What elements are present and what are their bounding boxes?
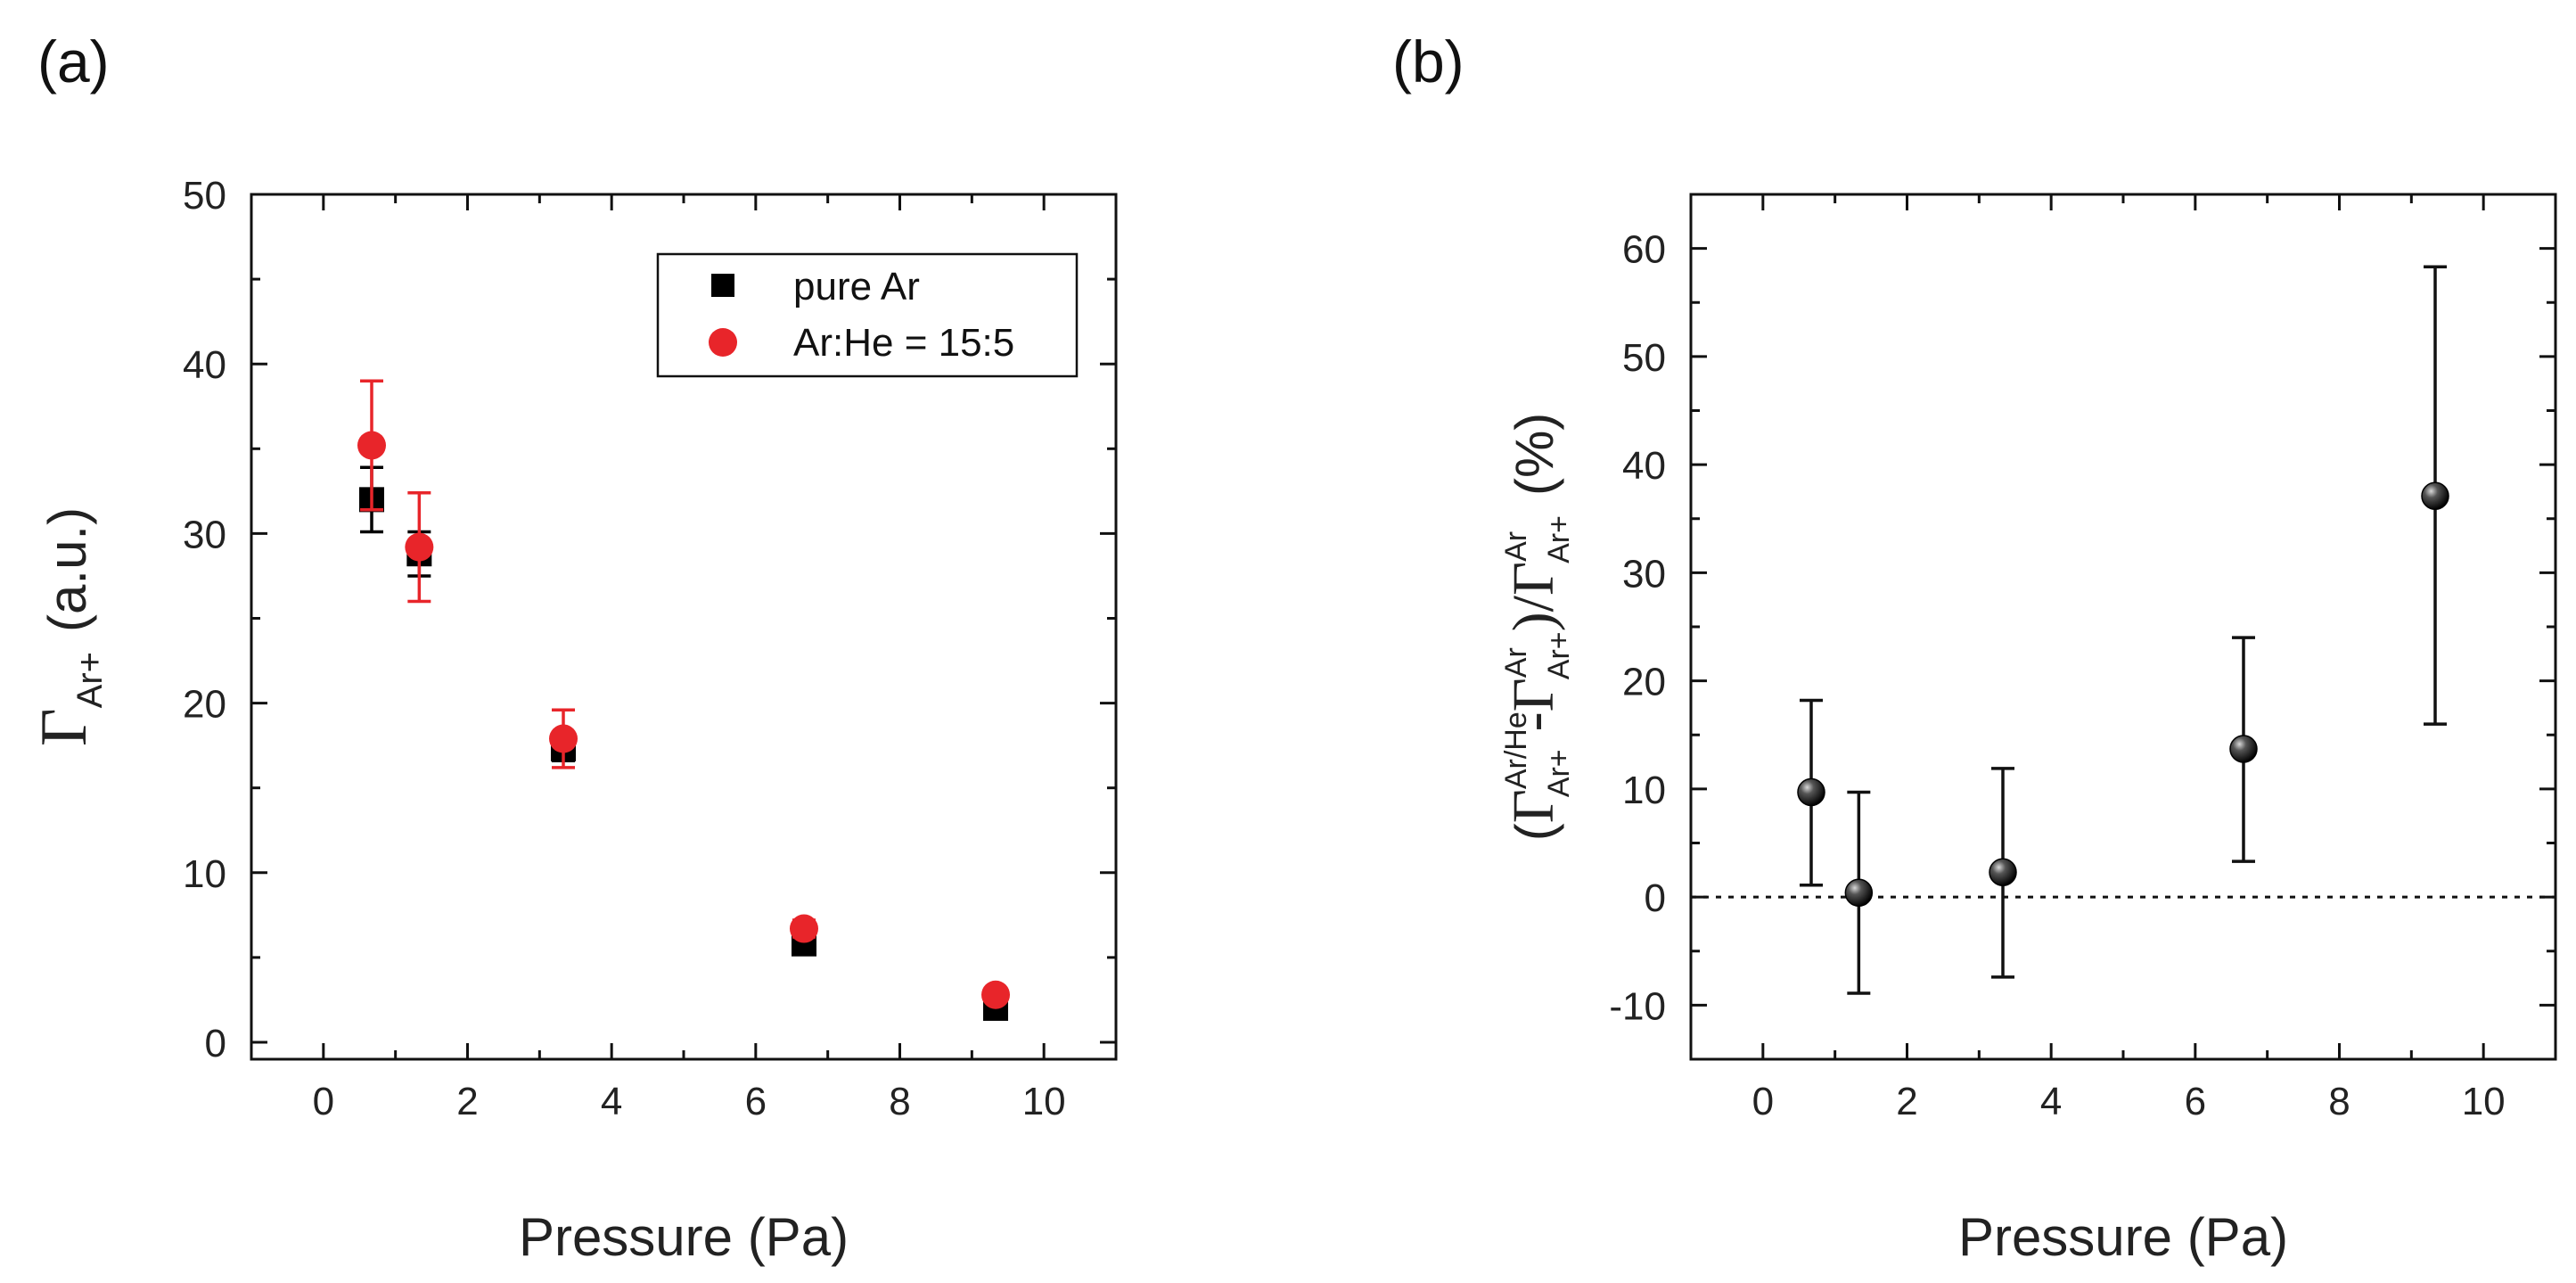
y-tick-label-a: 40 <box>183 343 226 387</box>
plot-frame-b <box>1689 193 2557 1061</box>
axes-a: 0 2 4 6 8 10 0 10 20 30 40 50 <box>183 174 1118 1123</box>
x-tick-label-a: 6 <box>745 1080 767 1123</box>
data-point-relative-diff <box>1989 858 2017 886</box>
legend-label-pure-ar: pure Ar <box>793 265 920 308</box>
data-point-relative-diff <box>2421 481 2449 511</box>
x-tick-label-a: 8 <box>889 1080 910 1123</box>
y-title-a-unit: (a.u.) <box>37 507 97 632</box>
chart-panel-b: (b) 0 2 4 6 8 10 -10 0 10 20 30 40 50 60 Pressure (Pa… <box>1392 29 2557 1267</box>
y-title-a-symbol: Γ <box>28 708 101 746</box>
y-tick-label-b: 0 <box>1645 876 1666 920</box>
y-axis-title-a: ΓAr+ (a.u.) <box>28 507 110 746</box>
data-point-relative-diff <box>1844 878 1874 908</box>
y-title-b-sup1: Ar/He <box>1499 711 1533 789</box>
axes-b: 0 2 4 6 8 10 -10 0 10 20 30 40 50 60 <box>1609 193 2557 1123</box>
y-tick-label-a: 0 <box>205 1022 226 1065</box>
y-tick-label-a: 50 <box>183 174 226 218</box>
y-tick-label-b: 40 <box>1622 444 1666 488</box>
y-axis-title-b: (ΓAr/He Ar+-ΓAr Ar+)/ΓAr Ar+(%) <box>1499 413 1576 842</box>
data-point-relative-diff <box>2229 735 2258 763</box>
x-tick-label-a: 4 <box>601 1080 622 1123</box>
y-title-b-unit: (%) <box>1505 413 1564 496</box>
y-title-b-sup2: Ar <box>1499 647 1533 678</box>
plot-area-b <box>1691 265 2555 995</box>
y-title-b-close: )/Γ <box>1501 562 1566 631</box>
y-title-b-gamma1: Γ <box>1501 789 1566 823</box>
y-tick-label-b: 50 <box>1622 336 1666 380</box>
y-tick-label-b: 20 <box>1622 661 1666 704</box>
plot-area-a <box>357 379 1011 1021</box>
x-tick-label-b: 10 <box>2462 1080 2506 1123</box>
y-title-b-mid: -Γ <box>1501 678 1566 731</box>
legend-a: pure Ar Ar:He = 15:5 <box>656 252 1079 378</box>
x-tick-label-b: 6 <box>2185 1080 2206 1123</box>
y-tick-label-b: 60 <box>1622 228 1666 272</box>
y-tick-label-a: 10 <box>183 852 226 896</box>
x-tick-label-b: 0 <box>1752 1080 1774 1123</box>
legend-marker-square <box>711 274 734 297</box>
y-tick-label-b: 10 <box>1622 769 1666 812</box>
panel-label-a: (a) <box>37 29 110 95</box>
data-point-ar-he <box>789 914 818 943</box>
y-title-b-sub1: Ar+ <box>1542 749 1576 797</box>
x-tick-label-b: 4 <box>2040 1080 2062 1123</box>
x-tick-label-a: 0 <box>313 1080 334 1123</box>
x-axis-title-b: Pressure (Pa) <box>1958 1207 2288 1267</box>
x-tick-label-a: 2 <box>456 1080 478 1123</box>
y-title-b-sub2: Ar+ <box>1542 631 1576 679</box>
data-point-relative-diff <box>1797 777 1825 807</box>
legend-marker-circle <box>709 328 737 357</box>
data-point-ar-he <box>549 724 578 753</box>
y-title-b-sub3: Ar+ <box>1542 515 1576 563</box>
y-title-b-open: ( <box>1505 823 1564 841</box>
x-axis-title-a: Pressure (Pa) <box>519 1207 849 1267</box>
y-tick-label-a: 20 <box>183 683 226 727</box>
data-point-ar-he <box>405 532 434 562</box>
data-point-ar-he <box>357 431 386 460</box>
y-tick-label-a: 30 <box>183 513 226 556</box>
x-tick-label-a: 10 <box>1022 1080 1066 1123</box>
svg-text:ΓAr+(a.u.): ΓAr+ (a.u.) <box>28 507 110 746</box>
panel-label-b: (b) <box>1392 29 1464 95</box>
data-point-ar-he <box>981 980 1011 1009</box>
y-tick-label-b: -10 <box>1609 984 1666 1028</box>
legend-label-ar-he: Ar:He = 15:5 <box>793 321 1014 365</box>
y-title-a-subscript: Ar+ <box>70 652 110 708</box>
x-tick-label-b: 8 <box>2328 1080 2350 1123</box>
y-tick-label-b: 30 <box>1622 552 1666 596</box>
y-title-b-sup3: Ar <box>1499 531 1533 562</box>
x-tick-label-b: 2 <box>1896 1080 1917 1123</box>
